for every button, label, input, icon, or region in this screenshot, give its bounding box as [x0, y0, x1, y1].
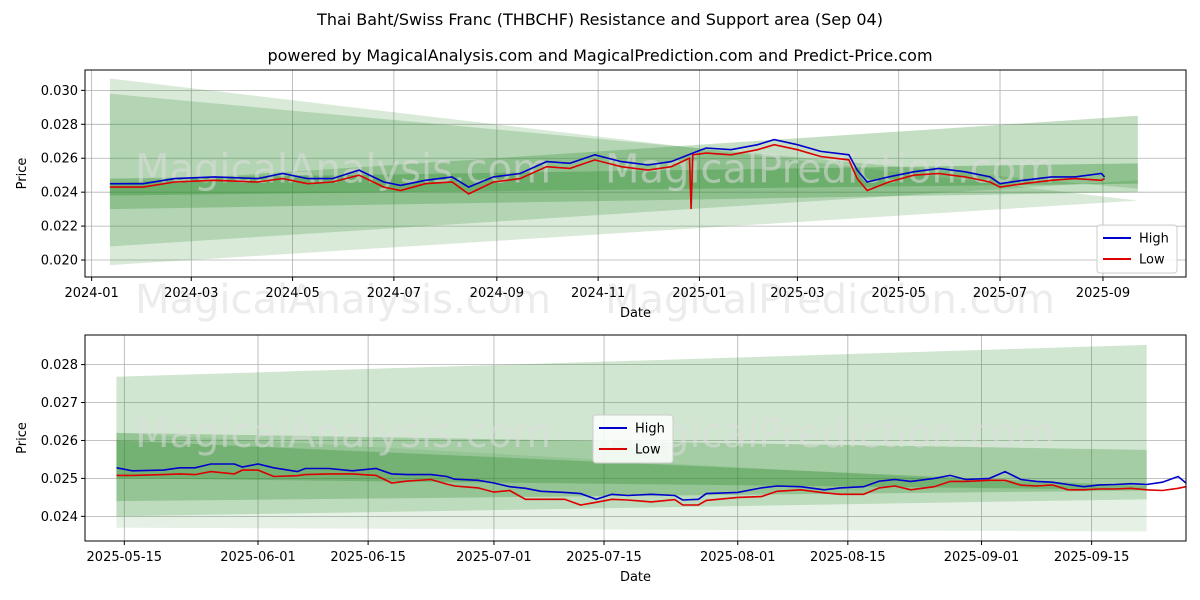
- series-line-low: [116, 469, 1186, 506]
- x-tick-label: 2024-07: [367, 286, 421, 301]
- top-chart: MagicalAnalysis.com MagicalPrediction.com…: [15, 69, 1187, 323]
- x-tick-label: 2025-09: [1076, 286, 1130, 301]
- x-tick-label: 2025-06-15: [330, 550, 406, 565]
- bottom-chart: MagicalAnalysis.com MagicalPrediction.com…: [15, 334, 1187, 585]
- y-tick-label: 0.020: [41, 254, 78, 269]
- x-tick-label: 2024-09: [470, 286, 524, 301]
- y-tick-label: 0.028: [41, 118, 78, 133]
- x-tick-label: 2024-01: [64, 286, 118, 301]
- x-axis-label: Date: [620, 570, 651, 585]
- y-tick-label: 0.024: [41, 510, 78, 525]
- legend-label-high: High: [1139, 232, 1169, 247]
- x-tick-label: 2025-09-15: [1054, 550, 1130, 565]
- watermark-text: MagicalPrediction.com: [605, 277, 1055, 323]
- watermark-text: MagicalPrediction.com: [605, 411, 1055, 457]
- resistance-support-band: [109, 163, 1138, 196]
- x-tick-label: 2024-05: [265, 286, 319, 301]
- x-tick-label: 2025-06-01: [220, 550, 296, 565]
- resistance-support-band: [116, 432, 1147, 532]
- x-tick-label: 2025-03: [770, 286, 824, 301]
- legend: High Low: [592, 414, 674, 464]
- series-group: [109, 138, 1106, 210]
- y-axis-label: Price: [15, 422, 30, 454]
- watermark-text: MagicalAnalysis.com: [135, 147, 551, 193]
- x-tick-label: 2025-05-15: [87, 550, 163, 565]
- legend-label-low: Low: [1139, 253, 1165, 268]
- y-tick-label: 0.022: [41, 220, 78, 235]
- legend: High Low: [1096, 224, 1178, 274]
- series-line-high: [116, 463, 1186, 501]
- x-axis-label: Date: [620, 306, 651, 321]
- chart-subtitle: powered by MagicalAnalysis.com and Magic…: [267, 46, 933, 65]
- resistance-support-band: [109, 93, 1138, 247]
- x-tick-label: 2024-03: [164, 286, 218, 301]
- series-line-high: [109, 138, 1106, 188]
- x-tick-label: 2025-08-15: [810, 550, 886, 565]
- x-tick-label: 2025-01: [672, 286, 726, 301]
- resistance-support-band: [116, 440, 1147, 490]
- chart-title: Thai Baht/Swiss Franc (THBCHF) Resistanc…: [317, 10, 883, 29]
- y-tick-label: 0.028: [41, 358, 78, 373]
- y-tick-label: 0.027: [41, 396, 78, 411]
- x-tick-label: 2025-05: [872, 286, 926, 301]
- watermark-text: MagicalPrediction.com: [605, 147, 1055, 193]
- y-axis-label: Price: [15, 158, 30, 190]
- y-tick-label: 0.026: [41, 434, 78, 449]
- legend-label-high: High: [635, 422, 665, 437]
- legend-label-low: Low: [635, 443, 661, 458]
- x-tick-label: 2025-07-01: [456, 550, 532, 565]
- y-tick-label: 0.026: [41, 152, 78, 167]
- x-tick-label: 2024-11: [571, 286, 625, 301]
- resistance-support-band: [116, 432, 1147, 502]
- watermark-text: MagicalAnalysis.com: [135, 277, 551, 323]
- y-tick-label: 0.030: [41, 84, 78, 99]
- x-tick-label: 2025-08-01: [700, 550, 776, 565]
- axes-frame: [84, 69, 1187, 278]
- axes-frame: [84, 334, 1187, 542]
- x-tick-label: 2025-07: [973, 286, 1027, 301]
- x-tick-label: 2025-09-01: [944, 550, 1020, 565]
- y-tick-label: 0.024: [41, 186, 78, 201]
- watermark-text: MagicalAnalysis.com: [135, 411, 551, 457]
- series-group: [116, 463, 1186, 506]
- series-line-low: [109, 143, 1105, 210]
- x-tick-label: 2025-07-15: [566, 550, 642, 565]
- y-tick-label: 0.025: [41, 472, 78, 487]
- resistance-support-band: [109, 78, 1138, 266]
